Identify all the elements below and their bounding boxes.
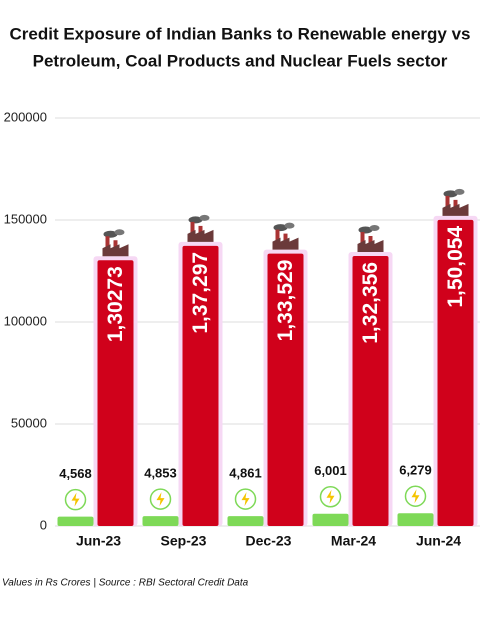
factory-icon — [102, 229, 129, 257]
icon-smoke — [358, 226, 373, 234]
x-tick-label: Dec-23 — [246, 533, 292, 549]
bar — [182, 245, 219, 526]
icon-smoke — [284, 222, 295, 229]
icon-smoke — [199, 214, 210, 221]
icon-smoke — [273, 224, 288, 232]
bar — [352, 255, 389, 526]
icon-ring — [404, 485, 427, 507]
icon-ring — [319, 486, 342, 508]
value-label: 1,32,356 — [359, 262, 382, 344]
bar — [227, 516, 264, 526]
value-label: 6,001 — [314, 463, 347, 478]
icon-building — [102, 244, 129, 257]
icon-chimney — [445, 195, 450, 214]
bar — [267, 253, 304, 527]
icon-ring — [234, 488, 257, 510]
x-tick-label: Jun-24 — [416, 533, 461, 549]
bar — [312, 513, 349, 526]
icon-bolt — [326, 489, 335, 504]
bar — [57, 516, 94, 526]
chart-title: Petroleum, Coal Products and Nuclear Fue… — [33, 51, 448, 70]
y-tick-label: 0 — [40, 517, 47, 532]
icon-building — [272, 237, 299, 250]
value-label: 6,279 — [399, 463, 432, 478]
icon-smoke — [369, 224, 380, 231]
icon-chimney — [190, 221, 195, 240]
icon-smoke — [443, 190, 458, 198]
y-tick-label: 100000 — [4, 313, 47, 328]
factory-icon — [187, 214, 214, 242]
icon-smoke — [454, 188, 465, 195]
factory-icon — [442, 188, 469, 216]
y-tick-label: 200000 — [4, 109, 47, 124]
energy-icon — [149, 488, 172, 510]
bar — [142, 516, 179, 526]
icon-smoke — [103, 230, 118, 238]
bar — [397, 513, 434, 526]
factory-icon — [272, 222, 299, 250]
icon-building — [442, 203, 469, 216]
icon-chimney — [360, 231, 365, 250]
source-note: Values in Rs Crores | Source : RBI Secto… — [2, 578, 249, 589]
value-label: 1,37,297 — [189, 252, 212, 334]
icon-smoke — [188, 216, 203, 224]
bar — [437, 219, 474, 527]
value-label: 4,861 — [229, 466, 262, 481]
x-tick-label: Mar-24 — [331, 533, 376, 549]
icon-chimney — [275, 229, 280, 248]
bar — [97, 260, 134, 526]
chart-title: Credit Exposure of Indian Banks to Renew… — [9, 24, 470, 43]
icon-bolt — [411, 489, 420, 504]
energy-icon — [64, 488, 87, 511]
value-label: 4,853 — [144, 466, 177, 481]
energy-icon — [404, 485, 427, 507]
icon-ring — [149, 488, 172, 510]
y-tick-label: 50000 — [11, 415, 47, 430]
x-tick-label: Jun-23 — [76, 533, 121, 549]
energy-icon — [319, 486, 342, 508]
icon-smoke — [114, 229, 125, 236]
x-tick-label: Sep-23 — [161, 533, 207, 549]
icon-chimney — [105, 236, 110, 255]
value-label: 4,568 — [59, 466, 92, 481]
icon-bolt — [156, 492, 165, 507]
icon-building — [187, 229, 214, 242]
value-label: 1,50,054 — [444, 226, 467, 308]
icon-ring — [64, 488, 87, 511]
icon-bolt — [241, 492, 250, 507]
icon-bolt — [71, 492, 80, 507]
value-label: 1,30273 — [104, 266, 127, 342]
icon-building — [357, 239, 384, 252]
factory-icon — [357, 224, 384, 252]
energy-icon — [234, 488, 257, 510]
y-tick-label: 150000 — [4, 211, 47, 226]
value-label: 1,33,529 — [274, 260, 297, 342]
